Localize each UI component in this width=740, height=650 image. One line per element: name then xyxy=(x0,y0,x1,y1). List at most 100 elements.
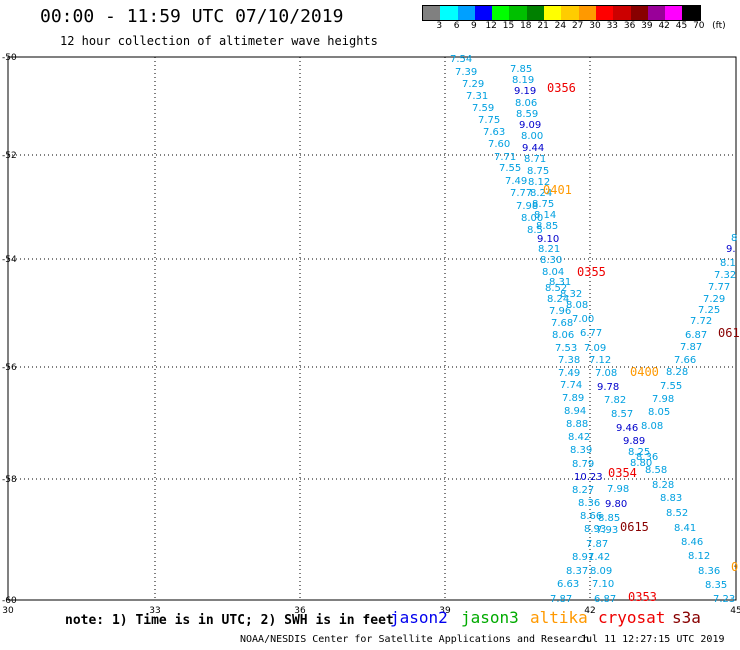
wave-height-value: 8.00 xyxy=(521,213,543,224)
color-scale-label: 3 xyxy=(436,21,443,31)
wave-height-value: 8.36 xyxy=(636,452,658,463)
wave-height-value: 8.31 xyxy=(549,277,571,288)
wave-height-value: 7.00 xyxy=(572,314,594,325)
wave-height-value: 8.93 xyxy=(584,524,606,535)
wave-height-value: 8.75 xyxy=(532,199,554,210)
wave-height-value: 7.66 xyxy=(674,355,696,366)
pass-time-label: 0353 xyxy=(628,590,657,604)
wave-height-value: 8.14 xyxy=(534,210,556,221)
wave-height-value: 8.21 xyxy=(538,244,560,255)
wave-height-value: 8.06 xyxy=(552,330,574,341)
color-scale-label: 15 xyxy=(502,21,515,31)
wave-height-value: 8 xyxy=(731,233,737,244)
wave-height-value: 8.75 xyxy=(527,166,549,177)
wave-height-value: 7.54 xyxy=(450,54,472,65)
wave-height-value: 9.10 xyxy=(537,234,559,245)
color-swatch xyxy=(595,6,614,20)
wave-height-value: 7.98 xyxy=(652,394,674,405)
color-scale-label: 21 xyxy=(537,21,549,31)
color-scale-label: 45 xyxy=(675,21,688,31)
wave-height-value: 9.09 xyxy=(519,120,541,131)
pass-time-label: 0354 xyxy=(608,466,637,480)
color-swatch xyxy=(457,6,475,20)
color-swatch xyxy=(544,6,562,20)
y-tick-label: -54 xyxy=(2,255,17,265)
color-scale-unit: (ft) xyxy=(712,21,726,31)
wave-height-value: 9.44 xyxy=(522,143,544,154)
wave-height-value: 7.77 xyxy=(708,282,730,293)
color-scale-label: 36 xyxy=(623,21,636,31)
color-scale-label: 6 xyxy=(453,21,460,31)
wave-height-value: 8.28 xyxy=(652,480,674,491)
pass-time-label: 0400 xyxy=(630,365,659,379)
color-swatch xyxy=(474,6,493,20)
wave-height-value: 8.00 xyxy=(521,131,543,142)
wave-height-value: 7.23 xyxy=(713,594,735,605)
color-scale-label: 27 xyxy=(571,21,584,31)
color-swatch xyxy=(440,6,458,20)
wave-height-value: 8.19 xyxy=(512,75,534,86)
wave-height-value: 8.35 xyxy=(705,580,727,591)
footer-credit: NOAA/NESDIS Center for Satellite Applica… xyxy=(240,634,590,645)
wave-height-value: 7.60 xyxy=(488,139,510,150)
color-scale-label: 70 xyxy=(693,21,705,31)
wave-height-value: 8.05 xyxy=(648,407,670,418)
wave-height-value: 9.19 xyxy=(514,86,536,97)
wave-height-value: 7.42 xyxy=(588,552,610,563)
satellite-legend-item: altika xyxy=(530,608,588,627)
color-swatch xyxy=(613,6,631,20)
pass-time-label: 061 xyxy=(718,326,740,340)
color-scale-bar xyxy=(422,5,701,21)
wave-height-value: 8.32 xyxy=(560,289,582,300)
wave-height-value: 6.87 xyxy=(685,330,707,341)
wave-height-value: 7.09 xyxy=(584,343,606,354)
wave-height-value: 9.80 xyxy=(605,499,627,510)
color-scale-label: 39 xyxy=(641,21,653,31)
wave-height-value: 7.89 xyxy=(562,393,584,404)
wave-height-value: 8.12 xyxy=(528,177,550,188)
wave-height-value: 7.55 xyxy=(499,163,521,174)
wave-height-value: 7.98 xyxy=(607,484,629,495)
color-swatch xyxy=(492,6,510,20)
y-tick-label: -60 xyxy=(2,596,17,606)
wave-height-value: 8.85 xyxy=(598,513,620,524)
wave-height-value: 8.91 xyxy=(572,552,594,563)
wave-height-value: 8.41 xyxy=(674,523,696,534)
color-swatch xyxy=(509,6,527,20)
wave-height-value: 8.66 xyxy=(580,511,602,522)
pass-time-label: 0 xyxy=(731,560,738,574)
wave-height-value: 10.23 xyxy=(574,472,603,483)
wave-height-value: 8.5 xyxy=(527,225,543,236)
y-tick-label: -58 xyxy=(2,475,17,485)
x-tick-label: 45 xyxy=(730,606,740,616)
map-title: 00:00 - 11:59 UTC 07/10/2019 xyxy=(40,6,344,27)
wave-height-value: 7.98 xyxy=(516,201,538,212)
wave-height-value: 7.96 xyxy=(549,306,571,317)
wave-height-value: 7.38 xyxy=(558,355,580,366)
map-subtitle: 12 hour collection of altimeter wave hei… xyxy=(60,34,378,48)
wave-height-value: 8.80 xyxy=(630,458,652,469)
wave-height-value: 7.29 xyxy=(703,294,725,305)
wave-height-value: 8.37 xyxy=(566,566,588,577)
wave-height-value: 8.59 xyxy=(516,109,538,120)
wave-height-value: 6.63 xyxy=(557,579,579,590)
pass-time-label: 0355 xyxy=(577,265,606,279)
wave-height-value: 8.57 xyxy=(611,409,633,420)
wave-height-value: 8.58 xyxy=(645,465,667,476)
wave-height-value: 8.09 xyxy=(590,566,612,577)
wave-height-value: 9. xyxy=(726,244,736,255)
wave-height-value: 7.31 xyxy=(466,91,488,102)
wave-height-value: 7.77 xyxy=(510,188,532,199)
wave-height-value: 8.85 xyxy=(536,221,558,232)
wave-height-value: 7.71 xyxy=(494,152,516,163)
satellite-legend-item: s3a xyxy=(672,608,701,627)
wave-height-value: 8.24 xyxy=(547,294,569,305)
color-scale-label: 18 xyxy=(520,21,532,31)
wave-height-value: 8.52 xyxy=(666,508,688,519)
satellite-legend-item: jason2 xyxy=(390,608,448,627)
color-swatch xyxy=(665,6,683,20)
wave-height-value: 8.71 xyxy=(524,154,546,165)
wave-height-value: 8.79 xyxy=(572,459,594,470)
note-text: note: 1) Time is in UTC; 2) SWH is in fe… xyxy=(65,613,394,628)
